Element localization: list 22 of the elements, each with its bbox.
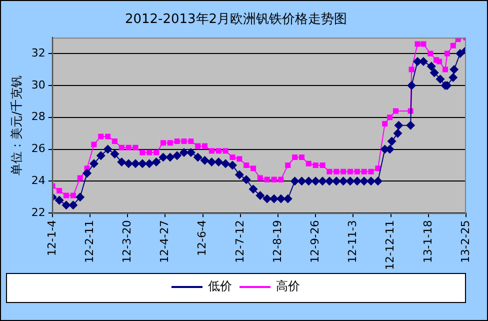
x-tick-label: 12-2-11 [82, 220, 96, 264]
y-tick-label: 32 [31, 46, 46, 60]
x-tick-label: 12-8-19 [270, 220, 284, 264]
x-tick-label: 13-1-18 [421, 220, 434, 264]
x-tick-label: 12-12-11 [384, 220, 397, 270]
x-tick-label: 12-1-4 [45, 220, 58, 256]
y-tick-label: 22 [31, 206, 46, 219]
y-tick-label: 28 [31, 110, 46, 124]
x-tick-label: 12-11-3 [346, 220, 360, 264]
y-axis-title: 单位：美元/千克钒 [9, 75, 24, 176]
chart-title: 2012-2013年2月欧洲钒铁价格走势图 [124, 12, 348, 28]
y-tick-label: 26 [31, 142, 46, 156]
legend-label: 高价 [276, 279, 300, 294]
x-tick-label: 12-4-27 [158, 220, 172, 264]
x-tick-label: 12-6-4 [196, 220, 209, 256]
x-tick-label: 12-7-12 [233, 220, 246, 264]
x-tick-label: 12-9-26 [308, 220, 322, 264]
x-tick-label: 12-3-20 [120, 220, 134, 264]
x-tick-label: 13-2-25 [458, 220, 472, 264]
y-tick-label: 24 [31, 174, 46, 188]
legend-label: 低价 [208, 279, 232, 294]
y-tick-label: 30 [31, 78, 46, 92]
